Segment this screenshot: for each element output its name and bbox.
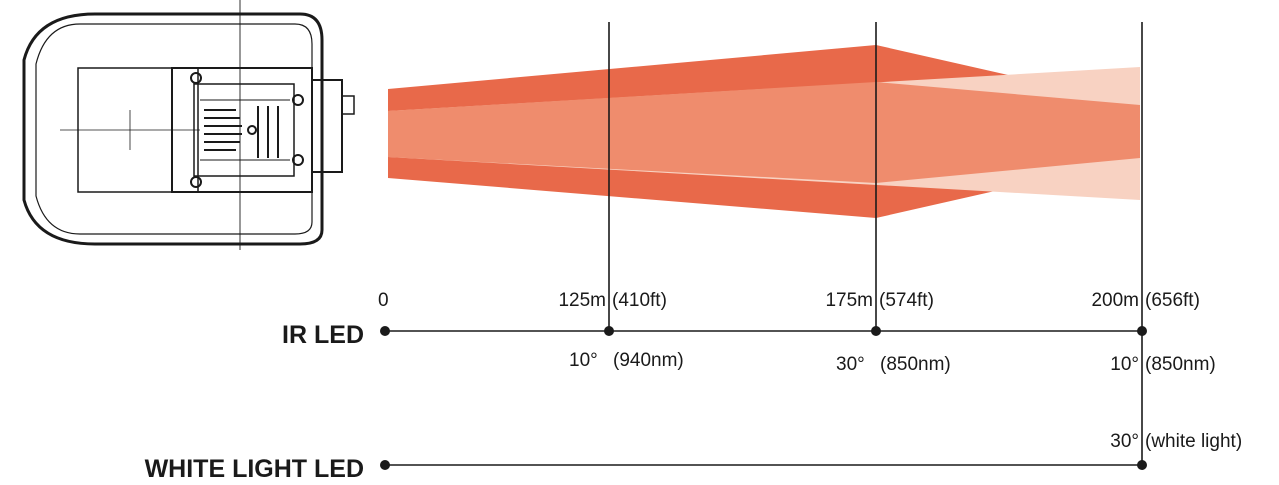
distance-175m: 175m [825, 290, 873, 311]
white-dot-200m [1137, 460, 1147, 470]
distance-0: 0 [378, 290, 389, 311]
ir-dot-200m [1137, 326, 1147, 336]
angle-10deg-940: 10° [569, 350, 598, 371]
distance-656ft: (656ft) [1145, 290, 1200, 311]
wave-850nm-200: (850nm) [1145, 354, 1216, 375]
ir-dot-125m [604, 326, 614, 336]
distance-574ft: (574ft) [879, 290, 934, 311]
wave-white-light: (white light) [1145, 431, 1242, 452]
ir-start-dot [380, 326, 390, 336]
distance-125m: 125m [558, 290, 606, 311]
ptz-camera-top-view-icon [22, 0, 355, 250]
distance-200m: 200m [1091, 290, 1139, 311]
ir-led-label: IR LED [282, 321, 364, 349]
angle-30deg-white: 30° [1110, 431, 1139, 452]
beam-group [388, 45, 1140, 218]
angle-30deg-850: 30° [836, 354, 865, 375]
distance-410ft: (410ft) [612, 290, 667, 311]
angle-10deg-850: 10° [1110, 354, 1139, 375]
white-led-label: WHITE LIGHT LED [145, 455, 364, 480]
wave-940nm: (940nm) [613, 350, 684, 371]
beam-overlap [388, 82, 1140, 183]
white-start-dot [380, 460, 390, 470]
ir-dot-175m [871, 326, 881, 336]
wave-850nm-175: (850nm) [880, 354, 951, 375]
